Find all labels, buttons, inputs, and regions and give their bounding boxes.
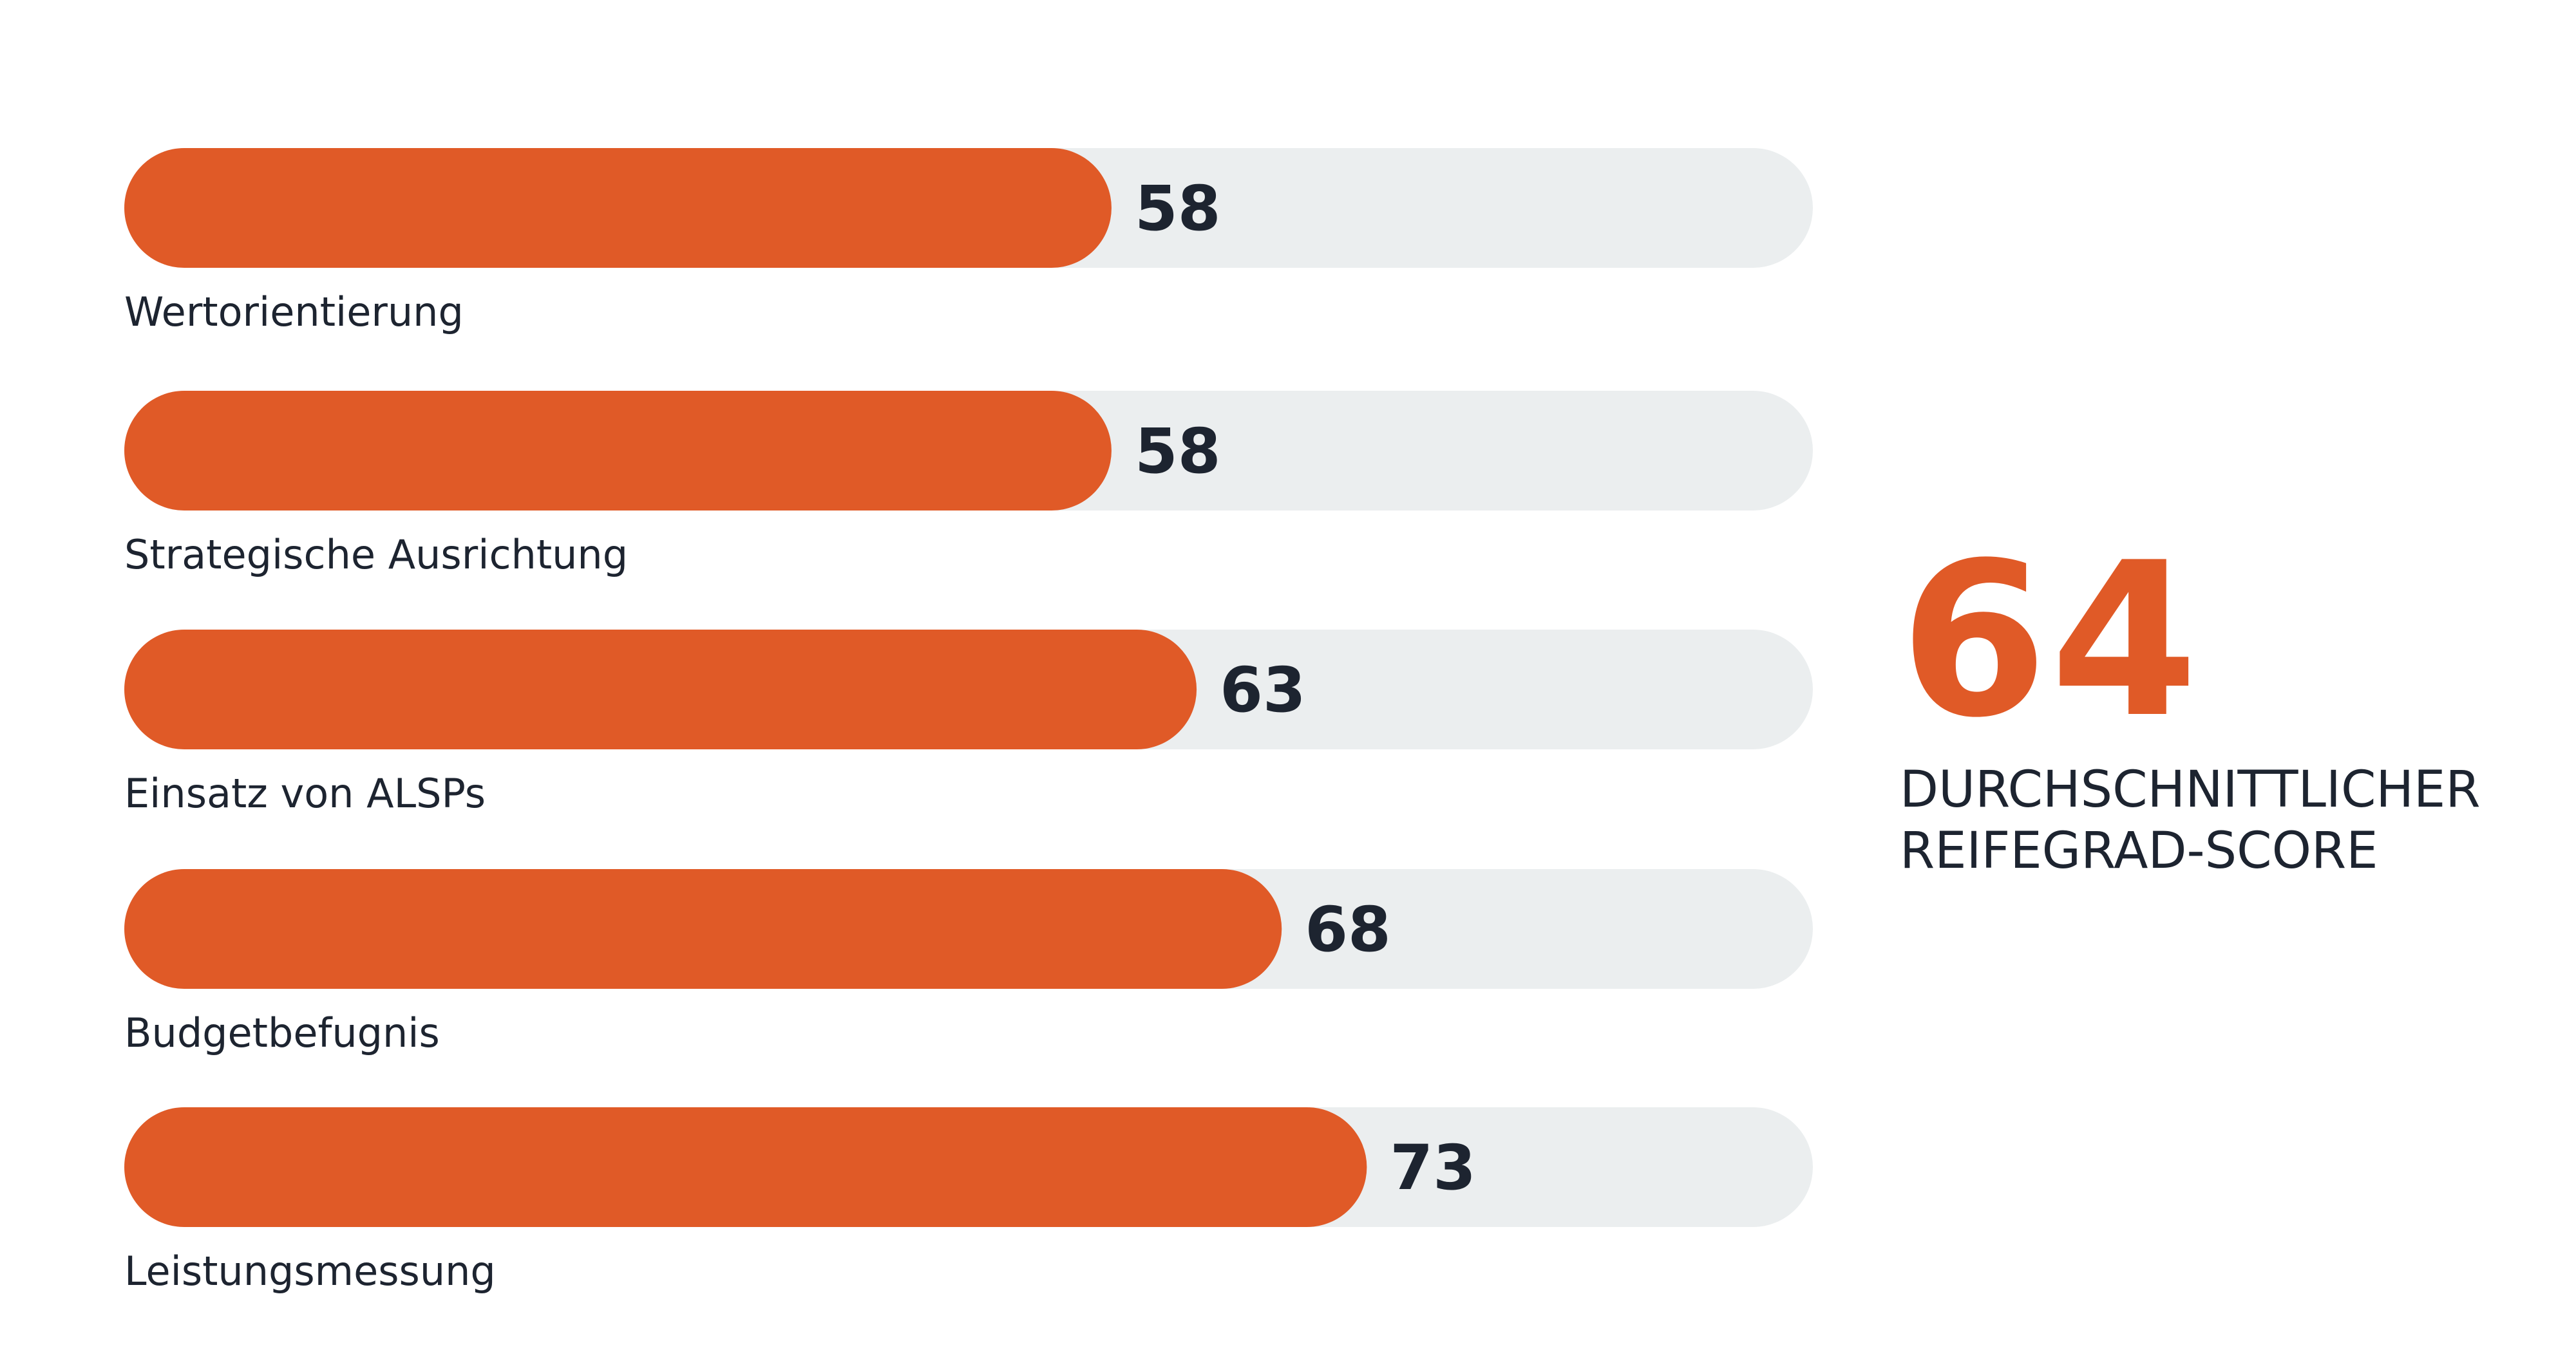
category-label-4: Budgetbefugnis bbox=[124, 1009, 440, 1056]
bar-2 bbox=[124, 391, 1112, 511]
value-label-4: 68 bbox=[1305, 894, 1391, 966]
kpi-caption-line-2: REIFEGRAD-SCORE bbox=[1900, 822, 2378, 881]
category-label-1: Wertorientierung bbox=[124, 288, 464, 335]
bar-4 bbox=[124, 869, 1282, 989]
value-label-3: 63 bbox=[1220, 654, 1306, 726]
value-label-1: 58 bbox=[1135, 173, 1221, 245]
bar-5 bbox=[124, 1107, 1367, 1227]
kpi-caption: DURCHSCHNITTLICHER REIFEGRAD-SCORE bbox=[1900, 760, 2544, 882]
category-label-3: Einsatz von ALSPs bbox=[124, 770, 486, 817]
category-label-5: Leistungsmessung bbox=[124, 1248, 496, 1295]
kpi-caption-line-1: DURCHSCHNITTLICHER bbox=[1900, 761, 2481, 819]
kpi-value: 64 bbox=[1900, 517, 2201, 764]
kpi-block: 64 DURCHSCHNITTLICHER REIFEGRAD-SCORE bbox=[1900, 534, 2544, 882]
value-label-2: 58 bbox=[1135, 415, 1221, 487]
category-label-2: Strategische Ausrichtung bbox=[124, 531, 628, 578]
bar-1 bbox=[124, 148, 1112, 268]
bar-3 bbox=[124, 630, 1197, 749]
value-label-5: 73 bbox=[1390, 1132, 1476, 1204]
